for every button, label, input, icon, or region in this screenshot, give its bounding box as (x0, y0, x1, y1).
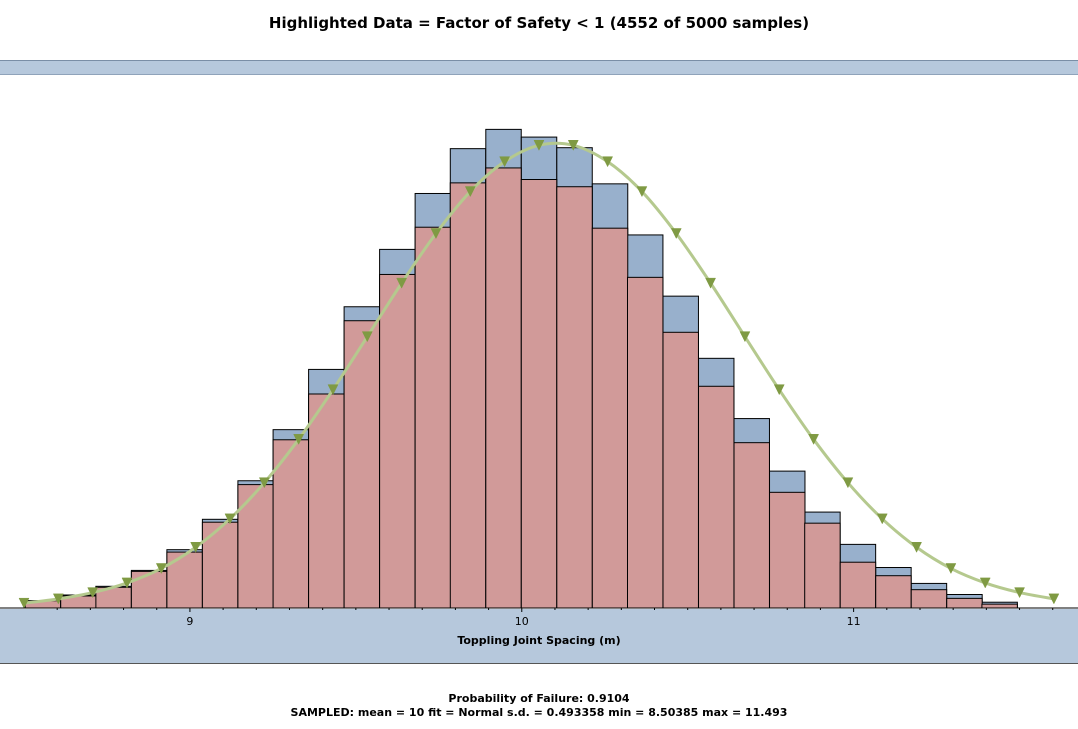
fit-marker (911, 542, 922, 553)
x-tick-label: 9 (186, 615, 193, 628)
fit-marker (773, 384, 785, 396)
fit-marker (533, 140, 545, 151)
fit-marker (636, 186, 648, 198)
bar-highlighted (662, 331, 699, 609)
bars-highlighted (24, 167, 1018, 609)
bar-highlighted (449, 182, 487, 609)
sample-statistics: SAMPLED: mean = 10 fit = Normal s.d. = 0… (290, 706, 788, 719)
fit-marker (945, 563, 957, 575)
fit-marker (705, 277, 716, 289)
bar-highlighted (733, 442, 770, 609)
x-axis-band (0, 609, 1078, 664)
fit-marker (808, 434, 820, 445)
fit-marker (155, 563, 167, 575)
bar-highlighted (591, 227, 629, 609)
fit-marker (190, 542, 202, 553)
fit-marker (52, 593, 64, 605)
x-tick-label: 11 (847, 615, 861, 628)
fit-marker (430, 228, 442, 240)
fit-marker (464, 186, 476, 198)
fit-marker (876, 513, 888, 525)
bar-highlighted (166, 551, 203, 609)
chart-title: Highlighted Data = Factor of Safety < 1 … (268, 14, 810, 32)
bar-highlighted (698, 385, 735, 609)
fit-marker (293, 434, 305, 445)
bar-highlighted (910, 589, 948, 609)
bar-highlighted (556, 186, 593, 609)
bar-highlighted (130, 570, 168, 609)
bar-highlighted (804, 522, 841, 609)
bar-highlighted (769, 491, 806, 609)
fit-marker (1048, 593, 1060, 605)
fit-marker (327, 384, 339, 396)
bar-highlighted (626, 276, 664, 609)
fit-marker (499, 156, 511, 168)
fit-marker (258, 477, 270, 489)
fit-marker (121, 577, 133, 589)
fit-marker (396, 277, 408, 289)
fit-marker (361, 331, 373, 343)
bar-highlighted (237, 484, 274, 609)
bar-highlighted (875, 575, 912, 609)
fit-marker (18, 597, 30, 609)
fit-markers (18, 140, 1060, 609)
fit-marker (739, 331, 751, 343)
bar-highlighted (343, 320, 381, 609)
fit-marker (87, 587, 99, 599)
bar-highlighted (201, 521, 239, 609)
fit-marker (842, 477, 854, 489)
bar-highlighted (379, 273, 416, 609)
bar-highlighted (981, 603, 1018, 609)
fit-marker (602, 156, 614, 168)
x-ticks: 9 10 11 (56, 608, 1054, 628)
bar-highlighted (308, 393, 345, 609)
fit-marker (670, 228, 682, 240)
bar-highlighted (946, 597, 983, 609)
probability-of-failure: Probability of Failure: 0.9104 (448, 692, 630, 705)
fit-marker (1014, 587, 1025, 599)
x-tick-label: 10 (515, 615, 529, 628)
bar-highlighted (485, 167, 522, 609)
fit-marker (979, 577, 991, 589)
bar-highlighted (414, 226, 452, 609)
bar-highlighted (520, 179, 558, 609)
bar-highlighted (272, 439, 310, 609)
fit-marker (567, 140, 579, 151)
x-axis-label: Toppling Joint Spacing (m) (457, 634, 621, 647)
fit-marker (224, 513, 236, 525)
bar-highlighted (839, 561, 877, 609)
plot-top-band (0, 60, 1078, 75)
